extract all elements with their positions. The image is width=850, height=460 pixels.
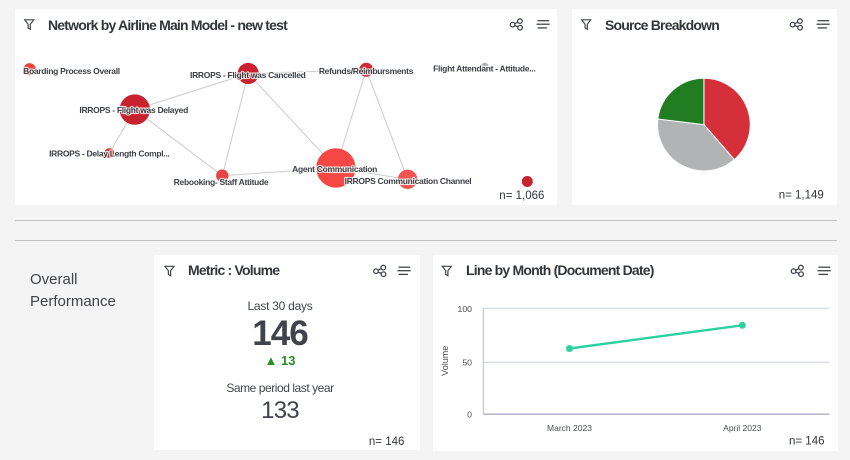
svg-text:0: 0 — [467, 410, 472, 420]
svg-text:Flight Attendant - Attitude...: Flight Attendant - Attitude... — [433, 63, 535, 73]
svg-text:IRROPS - Flight was Cancelled: IRROPS - Flight was Cancelled — [190, 70, 306, 80]
svg-text:Volume: Volume — [440, 346, 450, 376]
svg-text:Agent Communication: Agent Communication — [292, 164, 377, 174]
svg-text:Refunds/Reimbursments: Refunds/Reimbursments — [319, 66, 414, 76]
svg-text:IRROPS Communication Channel: IRROPS Communication Channel — [345, 176, 472, 186]
svg-text:Boarding Process Overall: Boarding Process Overall — [23, 66, 120, 76]
svg-text:n= 1,149: n= 1,149 — [779, 190, 824, 202]
svg-text:March 2023: March 2023 — [547, 423, 592, 433]
svg-text:IRROPS - Delay Length Compl...: IRROPS - Delay Length Compl... — [49, 149, 169, 159]
svg-text:April 2023: April 2023 — [723, 423, 762, 433]
svg-text:50: 50 — [462, 358, 472, 368]
svg-text:n= 1,066: n= 1,066 — [499, 190, 544, 202]
svg-text:100: 100 — [458, 304, 473, 314]
svg-text:IRROPS - Flight was Delayed: IRROPS - Flight was Delayed — [79, 105, 188, 115]
svg-text:n= 146: n= 146 — [789, 436, 825, 448]
svg-text:Rebooking- Staff Attitude: Rebooking- Staff Attitude — [174, 177, 269, 187]
